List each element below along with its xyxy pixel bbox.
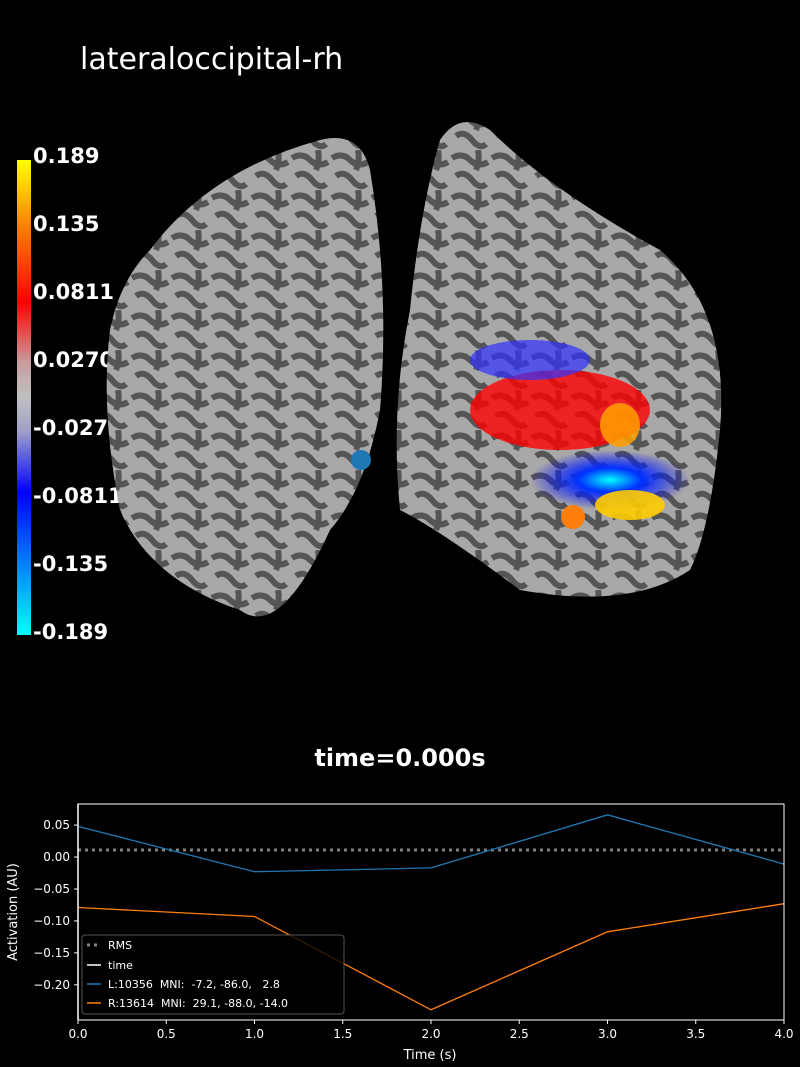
colorbar-label: 0.135 [33, 212, 100, 236]
plot-frame [77, 803, 785, 1021]
y-tick-label: 0.05 [43, 818, 70, 832]
colorbar-label: 0.0270 [33, 348, 115, 372]
legend-left-vertex: L:10356 MNI: -7.2, -86.0, 2.8 [108, 978, 280, 991]
legend: RMS time L:10356 MNI: -7.2, -86.0, 2.8 R… [81, 934, 345, 1015]
brain-surface-view[interactable] [90, 110, 730, 630]
right-vertex-series [77, 903, 785, 1011]
legend-right-vertex: R:13614 MNI: 29.1, -88.0, -14.0 [108, 997, 288, 1010]
time-label: time=0.000s [314, 744, 486, 772]
x-tick-label: 3.5 [686, 1027, 705, 1041]
colorbar-label: -0.189 [33, 620, 109, 644]
y-axis-label: Activation (AU) [6, 863, 21, 961]
x-tick-label: 2.5 [510, 1027, 529, 1041]
legend-time: time [108, 959, 133, 972]
y-tick-label: −0.15 [33, 946, 70, 960]
y-tick-label: −0.05 [33, 882, 70, 896]
activation-plot[interactable]: 0.0 0.5 1.0 1.5 2.0 2.5 3.0 3.5 4.0 0.05 0.00 −0.05… [0, 790, 800, 1067]
y-tick-label: −0.20 [33, 978, 70, 992]
colorbar-label: 0.0811 [33, 280, 115, 304]
left-vertex-marker [351, 450, 371, 470]
colorbar-label: 0.189 [33, 144, 100, 168]
colorbar [17, 160, 31, 635]
x-tick-label: 0.5 [157, 1027, 176, 1041]
legend-rms: RMS [108, 939, 132, 952]
left-hemisphere [106, 138, 384, 617]
colorbar-label: -0.0811 [33, 484, 123, 508]
x-tick-label: 1.5 [333, 1027, 352, 1041]
y-tick-label: 0.00 [43, 850, 70, 864]
x-tick-label: 0.0 [68, 1027, 87, 1041]
left-vertex-series [77, 814, 785, 873]
right-vertex-marker [561, 505, 585, 529]
x-tick-label: 1.0 [245, 1027, 264, 1041]
x-tick-label: 3.0 [598, 1027, 617, 1041]
colorbar-label: -0.135 [33, 552, 109, 576]
x-axis-label: Time (s) [403, 1048, 457, 1063]
y-tick-label: −0.10 [33, 914, 70, 928]
x-tick-label: 2.0 [421, 1027, 440, 1041]
label-title: lateraloccipital-rh [80, 42, 344, 77]
x-tick-label: 4.0 [774, 1027, 793, 1041]
